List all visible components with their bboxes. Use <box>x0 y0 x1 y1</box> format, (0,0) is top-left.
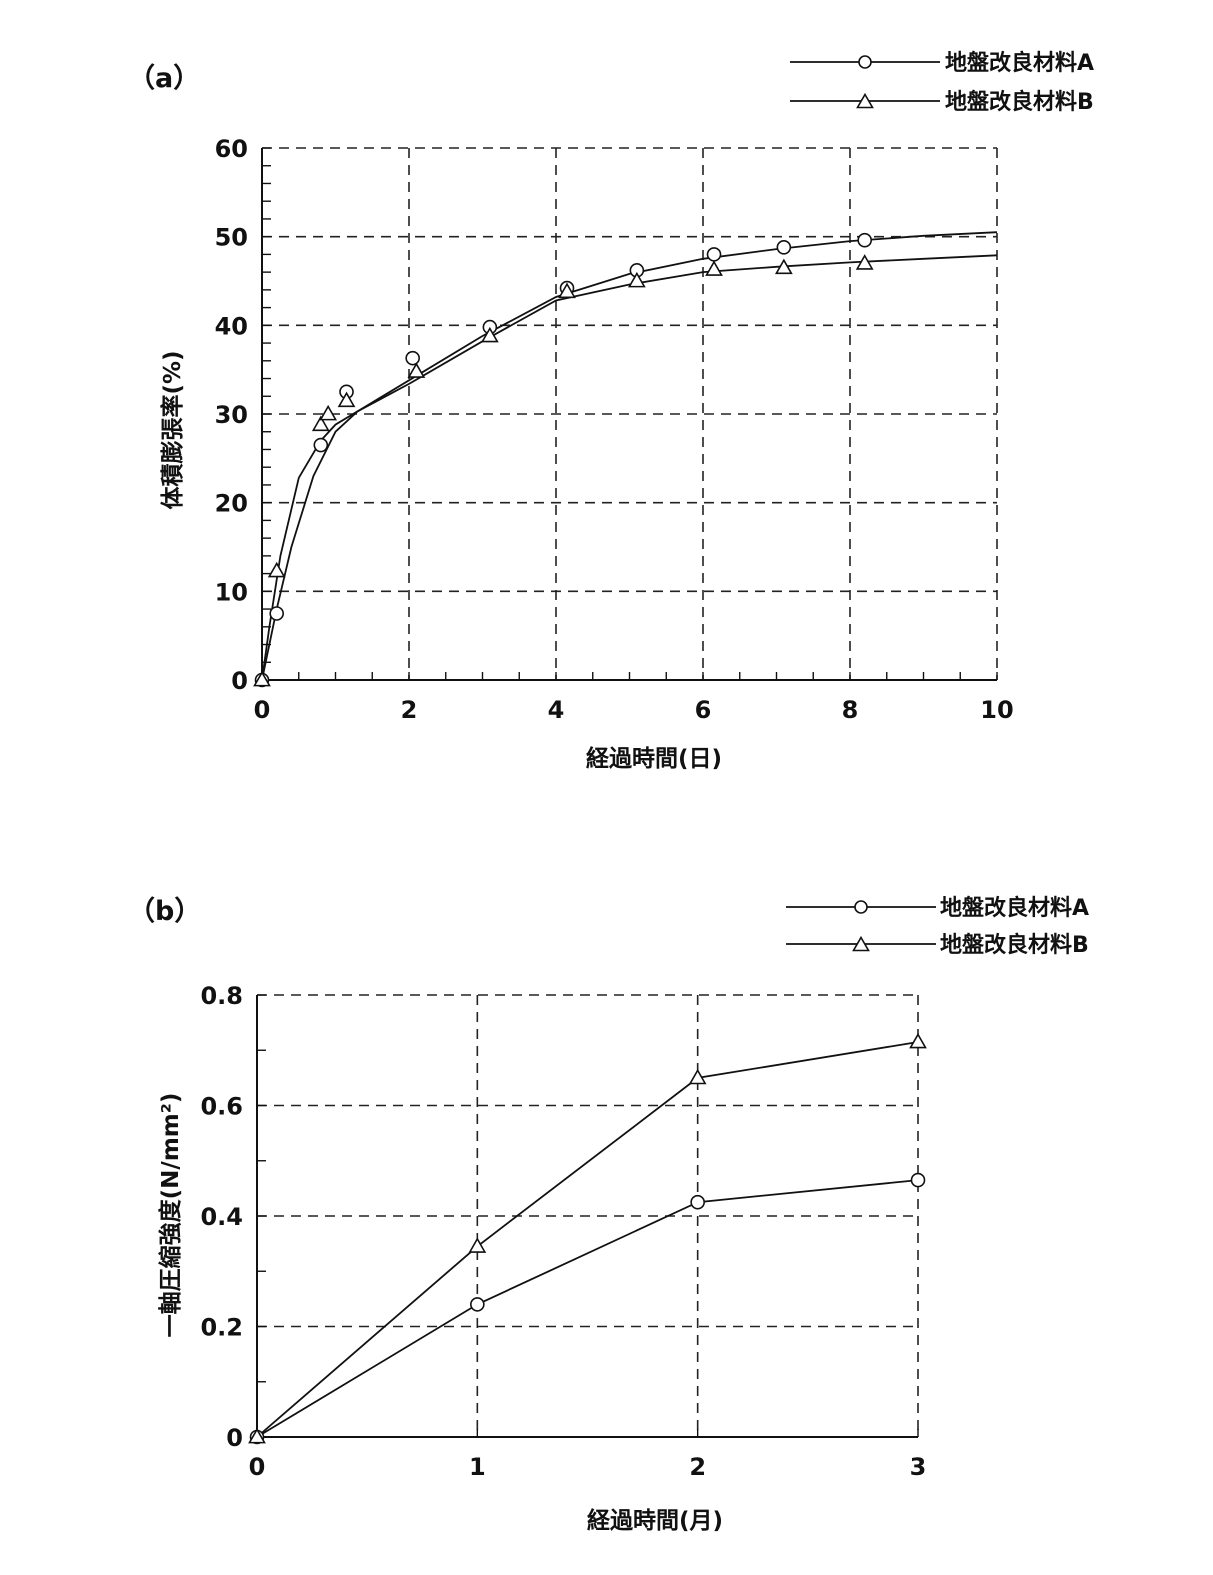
panel-a-markers <box>253 232 874 688</box>
y-tick-label: 10 <box>215 578 248 606</box>
x-tick-label: 0 <box>254 696 271 724</box>
data-point-triangle <box>468 1237 487 1253</box>
data-point-circle <box>313 437 329 453</box>
legend-marker-triangle <box>852 935 870 952</box>
y-tick-label: 0 <box>226 1424 243 1452</box>
data-point-triangle <box>267 561 286 578</box>
data-point-triangle <box>558 282 576 299</box>
data-point-triangle <box>253 670 271 687</box>
legend-label-series-b: 地盤改良材料B <box>945 89 1094 115</box>
legend-marker-circle <box>854 900 868 914</box>
panel-b-series-lines <box>256 1041 919 1438</box>
panel-a-chart: （a） 地盤改良材料A 地盤改良材料B 0 10 20 30 40 50 60 0 2 4 6 8 10… <box>128 50 1094 772</box>
panel-b-y-axis-title: 一軸圧縮強度(N/mm²) <box>157 1093 184 1338</box>
data-point-circle <box>910 1172 926 1188</box>
data-point-circle <box>405 350 420 366</box>
x-tick-label: 0 <box>249 1453 266 1481</box>
legend-label-series-b: 地盤改良材料B <box>940 932 1089 958</box>
x-tick-label: 3 <box>910 1453 927 1481</box>
data-point-triangle <box>311 415 330 432</box>
data-point-circle <box>269 606 285 621</box>
data-point-triangle <box>774 258 793 275</box>
series-line-a <box>261 231 998 681</box>
data-point-triangle <box>480 326 499 343</box>
data-point-circle <box>857 232 873 248</box>
data-point-triangle <box>909 1032 927 1049</box>
data-point-triangle <box>337 391 356 408</box>
series-line-b <box>256 1041 919 1438</box>
x-tick-label: 2 <box>689 1453 706 1481</box>
data-point-triangle <box>627 271 646 288</box>
panel-a-x-axis-title: 経過時間(日) <box>586 745 722 772</box>
panel-b-chart: （b） 地盤改良材料A 地盤改良材料B 0 0.2 0.4 0.6 0.8 0 1 2 3 経過… <box>128 895 1089 1534</box>
panel-b-legend: 地盤改良材料A 地盤改良材料B <box>786 895 1089 958</box>
panel-a-legend: 地盤改良材料A 地盤改良材料B <box>790 50 1094 115</box>
panel-a-y-axis-title: 体積膨張率(%) <box>159 350 186 509</box>
panel-a-tick-labels: 0 10 20 30 40 50 60 0 2 4 6 8 10 <box>215 135 1014 724</box>
data-point-circle <box>776 240 792 255</box>
y-tick-label: 0.8 <box>200 982 243 1010</box>
y-tick-label: 40 <box>215 312 248 340</box>
y-tick-label: 0 <box>231 667 248 695</box>
x-tick-label: 8 <box>842 696 859 724</box>
y-tick-label: 60 <box>215 135 248 163</box>
data-point-circle <box>706 247 722 262</box>
data-point-triangle <box>705 260 723 276</box>
data-point-triangle <box>855 254 874 270</box>
y-tick-label: 0.4 <box>200 1203 243 1231</box>
x-tick-label: 4 <box>548 696 565 724</box>
data-point-circle <box>470 1297 485 1312</box>
x-tick-label: 1 <box>469 1453 486 1481</box>
panel-a-grid <box>262 147 998 680</box>
panel-b-tick-labels: 0 0.2 0.4 0.6 0.8 0 1 2 3 <box>200 982 926 1481</box>
data-point-triangle <box>407 362 426 378</box>
series-line-a <box>256 1179 919 1438</box>
panel-b-axes <box>256 994 919 1438</box>
data-point-circle <box>690 1194 705 1210</box>
data-point-triangle <box>319 404 338 421</box>
legend-label-series-a: 地盤改良材料A <box>940 895 1089 921</box>
panel-b-label: （b） <box>128 896 201 927</box>
legend-marker-triangle <box>856 92 874 109</box>
y-tick-label: 0.2 <box>200 1314 243 1342</box>
data-point-triangle <box>688 1068 707 1085</box>
series-line-b <box>261 254 998 681</box>
x-tick-label: 10 <box>980 696 1013 724</box>
panel-a-series-lines <box>261 231 998 681</box>
legend-marker-circle <box>858 55 872 69</box>
y-tick-label: 30 <box>215 401 248 429</box>
data-point-triangle <box>248 1427 266 1444</box>
y-tick-label: 20 <box>215 490 248 518</box>
y-tick-label: 0.6 <box>200 1093 243 1121</box>
panel-a-axes <box>261 147 998 681</box>
legend-label-series-a: 地盤改良材料A <box>945 50 1094 76</box>
x-tick-label: 6 <box>695 696 712 724</box>
panel-a-label: （a） <box>128 63 200 94</box>
x-tick-label: 2 <box>401 696 418 724</box>
panel-b-markers <box>248 1032 927 1445</box>
y-tick-label: 50 <box>215 224 248 252</box>
panel-b-grid <box>257 994 919 1437</box>
panel-b-x-axis-title: 経過時間(月) <box>587 1507 723 1534</box>
